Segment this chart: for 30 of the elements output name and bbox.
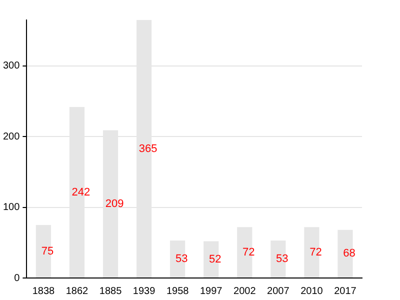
x-tick-label: 1997 [200, 286, 223, 297]
x-tick-label: 1885 [99, 286, 122, 297]
x-tick-label: 1838 [32, 286, 56, 297]
bar [304, 227, 320, 278]
bar [204, 241, 219, 278]
data-label: 209 [105, 198, 124, 210]
x-tick-label: 2002 [234, 286, 256, 297]
x-tick-label: 1958 [166, 286, 190, 297]
data-label: 75 [41, 245, 54, 258]
data-label: 52 [208, 253, 222, 266]
y-tick-label: 200 [2, 131, 20, 142]
x-tick-label: 2017 [334, 286, 357, 297]
data-label: 53 [175, 253, 188, 266]
data-label: 365 [138, 142, 158, 155]
y-tick-label: 0 [14, 272, 20, 284]
x-tick-label: 2007 [267, 286, 290, 297]
x-tick-label: 1939 [132, 286, 156, 297]
y-tick-label: 100 [2, 202, 20, 214]
data-label: 72 [242, 246, 255, 258]
bar [170, 240, 186, 278]
x-tick-label: 1862 [66, 286, 89, 297]
y-tick-label: 300 [2, 60, 20, 72]
data-label: 53 [276, 253, 288, 266]
data-label: 242 [72, 186, 90, 198]
bar [237, 227, 252, 278]
bar [270, 240, 286, 278]
data-label: 68 [343, 248, 356, 260]
x-tick-label: 2010 [300, 286, 324, 297]
bar [338, 230, 353, 278]
data-label: 72 [310, 246, 322, 258]
